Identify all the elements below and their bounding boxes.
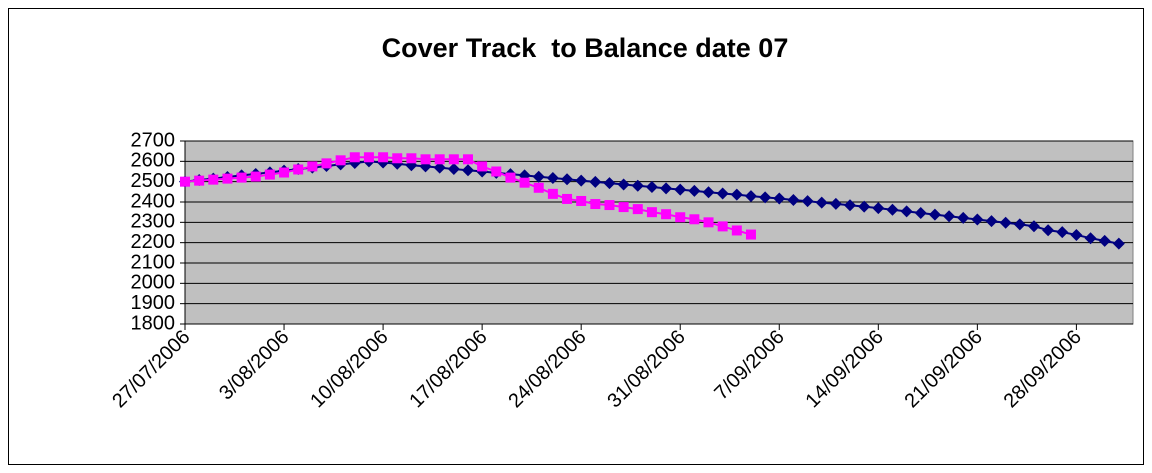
- square-marker: [194, 175, 205, 186]
- diamond-marker: [1027, 220, 1040, 233]
- y-tick-label: 2100: [131, 251, 176, 273]
- diamond-marker: [773, 192, 786, 205]
- diamond-marker: [985, 215, 998, 228]
- square-marker: [349, 152, 360, 163]
- diamond-marker: [844, 199, 857, 212]
- y-tick-label: 2200: [131, 231, 176, 253]
- diamond-marker: [1084, 232, 1097, 245]
- square-marker: [547, 188, 558, 199]
- diamond-marker: [617, 178, 630, 191]
- diamond-marker: [943, 210, 956, 223]
- y-tick-label: 2300: [131, 211, 176, 233]
- square-marker: [363, 152, 374, 163]
- diamond-marker: [1042, 224, 1055, 237]
- diamond-marker: [815, 196, 828, 209]
- y-tick-label: 2000: [131, 272, 176, 294]
- diamond-marker: [1098, 234, 1111, 247]
- square-marker: [703, 217, 714, 228]
- diamond-marker: [971, 213, 984, 226]
- square-marker: [745, 229, 756, 240]
- square-marker: [434, 154, 445, 165]
- diamond-marker: [829, 197, 842, 210]
- square-marker: [646, 207, 657, 218]
- diamond-marker: [433, 161, 446, 174]
- diamond-marker: [575, 174, 588, 187]
- diamond-marker: [858, 200, 871, 213]
- square-marker: [222, 173, 233, 184]
- diamond-marker: [1112, 237, 1125, 250]
- square-marker: [689, 214, 700, 225]
- square-marker: [618, 202, 629, 213]
- diamond-marker: [928, 208, 941, 221]
- square-marker: [392, 153, 403, 164]
- diamond-marker: [730, 188, 743, 201]
- diamond-marker: [603, 177, 616, 190]
- diamond-marker: [1013, 218, 1026, 231]
- square-marker: [505, 172, 516, 183]
- square-marker: [632, 204, 643, 215]
- chart-title: Cover Track to Balance date 07: [382, 33, 789, 63]
- diamond-marker: [674, 183, 687, 196]
- square-marker: [335, 155, 346, 166]
- diamond-marker: [957, 211, 970, 224]
- y-tick-label: 2400: [131, 190, 176, 212]
- diamond-marker: [546, 172, 559, 185]
- diamond-marker: [447, 163, 460, 176]
- y-tick-label: 2500: [131, 170, 176, 192]
- square-marker: [491, 166, 502, 177]
- square-marker: [293, 164, 304, 175]
- square-marker: [675, 212, 686, 223]
- diamond-marker: [532, 170, 545, 183]
- diamond-marker: [631, 179, 644, 192]
- diamond-marker: [744, 190, 757, 203]
- square-marker: [321, 158, 332, 169]
- diamond-marker: [1056, 226, 1069, 239]
- square-marker: [378, 152, 389, 163]
- diamond-marker: [801, 195, 814, 208]
- diamond-marker: [716, 187, 729, 200]
- diamond-marker: [1070, 228, 1083, 241]
- diamond-marker: [561, 173, 574, 186]
- plot-area: [184, 140, 1134, 325]
- square-marker: [279, 167, 290, 178]
- square-marker: [576, 195, 587, 206]
- square-marker: [406, 153, 417, 164]
- square-marker: [604, 200, 615, 211]
- square-marker: [420, 154, 431, 165]
- square-marker: [562, 193, 573, 204]
- square-marker: [250, 171, 261, 182]
- diamond-marker: [702, 186, 715, 199]
- diamond-marker: [900, 205, 913, 218]
- y-tick-label: 2600: [131, 150, 176, 172]
- diamond-marker: [645, 180, 658, 193]
- diamond-marker: [461, 164, 474, 177]
- y-tick-label: 1800: [131, 312, 176, 334]
- diamond-marker: [660, 182, 673, 195]
- square-marker: [519, 177, 530, 188]
- diamond-marker: [589, 175, 602, 188]
- square-marker: [208, 174, 219, 185]
- square-marker: [462, 154, 473, 165]
- diamond-marker: [759, 191, 772, 204]
- square-marker: [180, 176, 190, 187]
- diamond-marker: [886, 203, 899, 216]
- square-marker: [236, 172, 247, 183]
- square-marker: [477, 161, 488, 172]
- square-marker: [448, 154, 459, 165]
- square-marker: [717, 221, 728, 232]
- square-marker: [590, 199, 601, 210]
- square-marker: [533, 182, 544, 193]
- square-marker: [731, 225, 742, 236]
- y-tick-label: 1900: [131, 292, 176, 314]
- square-marker: [307, 161, 318, 172]
- diamond-marker: [787, 193, 800, 206]
- diamond-marker: [688, 184, 701, 197]
- square-marker: [661, 209, 672, 220]
- diamond-marker: [872, 202, 885, 215]
- square-marker: [264, 169, 275, 180]
- diamond-marker: [999, 216, 1012, 229]
- diamond-marker: [914, 206, 927, 219]
- y-tick-label: 2700: [131, 129, 176, 151]
